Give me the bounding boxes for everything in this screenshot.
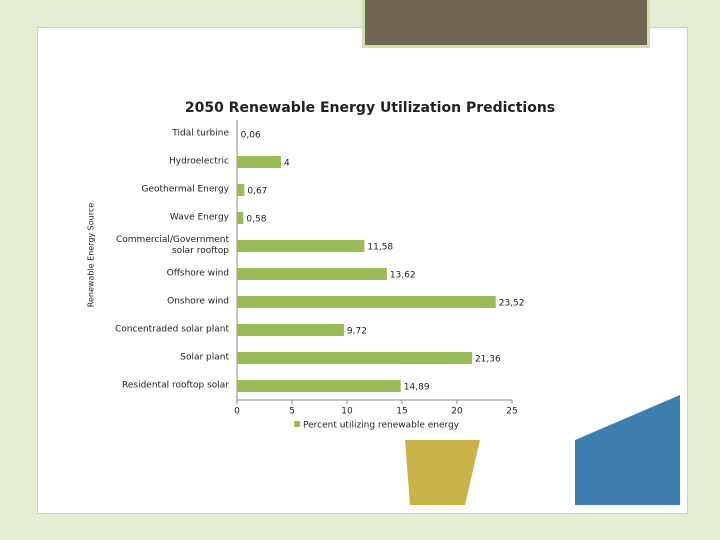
bar <box>237 156 281 168</box>
data-label: 4 <box>284 159 290 169</box>
x-tick-label: 0 <box>234 407 240 417</box>
y-tick-label: Solar plant <box>180 352 229 363</box>
data-label: 14,89 <box>404 383 430 393</box>
y-tick-label: Commercial/Government solar rooftop <box>116 235 229 256</box>
y-tick-label: Wave Energy <box>169 212 229 223</box>
x-tick-label: 25 <box>506 407 517 417</box>
legend-label: Percent utilizing renewable energy <box>303 421 460 431</box>
data-label: 0,67 <box>247 187 267 197</box>
x-tick-label: 15 <box>396 407 407 417</box>
bar <box>237 212 244 224</box>
y-axis-label: Renewable Energy Source <box>87 203 96 307</box>
chart-title: 2050 Renewable Energy Utilization Predic… <box>185 100 555 116</box>
data-label: 0,06 <box>241 131 261 141</box>
data-label: 0,58 <box>246 215 266 225</box>
y-tick-label: Concentraded solar plant <box>115 324 229 335</box>
bar <box>237 240 365 252</box>
data-label: 23,52 <box>499 299 525 309</box>
data-label: 21,36 <box>475 355 501 365</box>
x-tick-label: 20 <box>451 407 463 417</box>
decor-image <box>575 395 680 505</box>
decor-image <box>405 440 480 505</box>
y-tick-label: Geothermal Energy <box>141 184 229 195</box>
data-label: 11,58 <box>367 243 393 253</box>
bar <box>237 296 496 308</box>
data-label: 9,72 <box>347 327 367 337</box>
y-tick-label: Onshore wind <box>167 296 229 307</box>
y-tick-label: Residental rooftop solar <box>122 380 229 391</box>
bar <box>237 352 472 364</box>
bar <box>237 128 238 140</box>
x-tick-label: 5 <box>289 407 295 417</box>
x-tick-label: 10 <box>341 407 353 417</box>
y-tick-label: Tidal turbine <box>172 128 229 139</box>
data-label: 13,62 <box>390 271 416 281</box>
bar <box>237 324 344 336</box>
bar <box>237 184 245 196</box>
y-tick-label: Hydroelectric <box>168 156 229 167</box>
bar <box>237 268 387 280</box>
y-tick-label: Offshore wind <box>166 268 229 279</box>
bar <box>237 380 401 392</box>
header-banner <box>362 0 650 48</box>
legend-swatch <box>294 421 300 427</box>
